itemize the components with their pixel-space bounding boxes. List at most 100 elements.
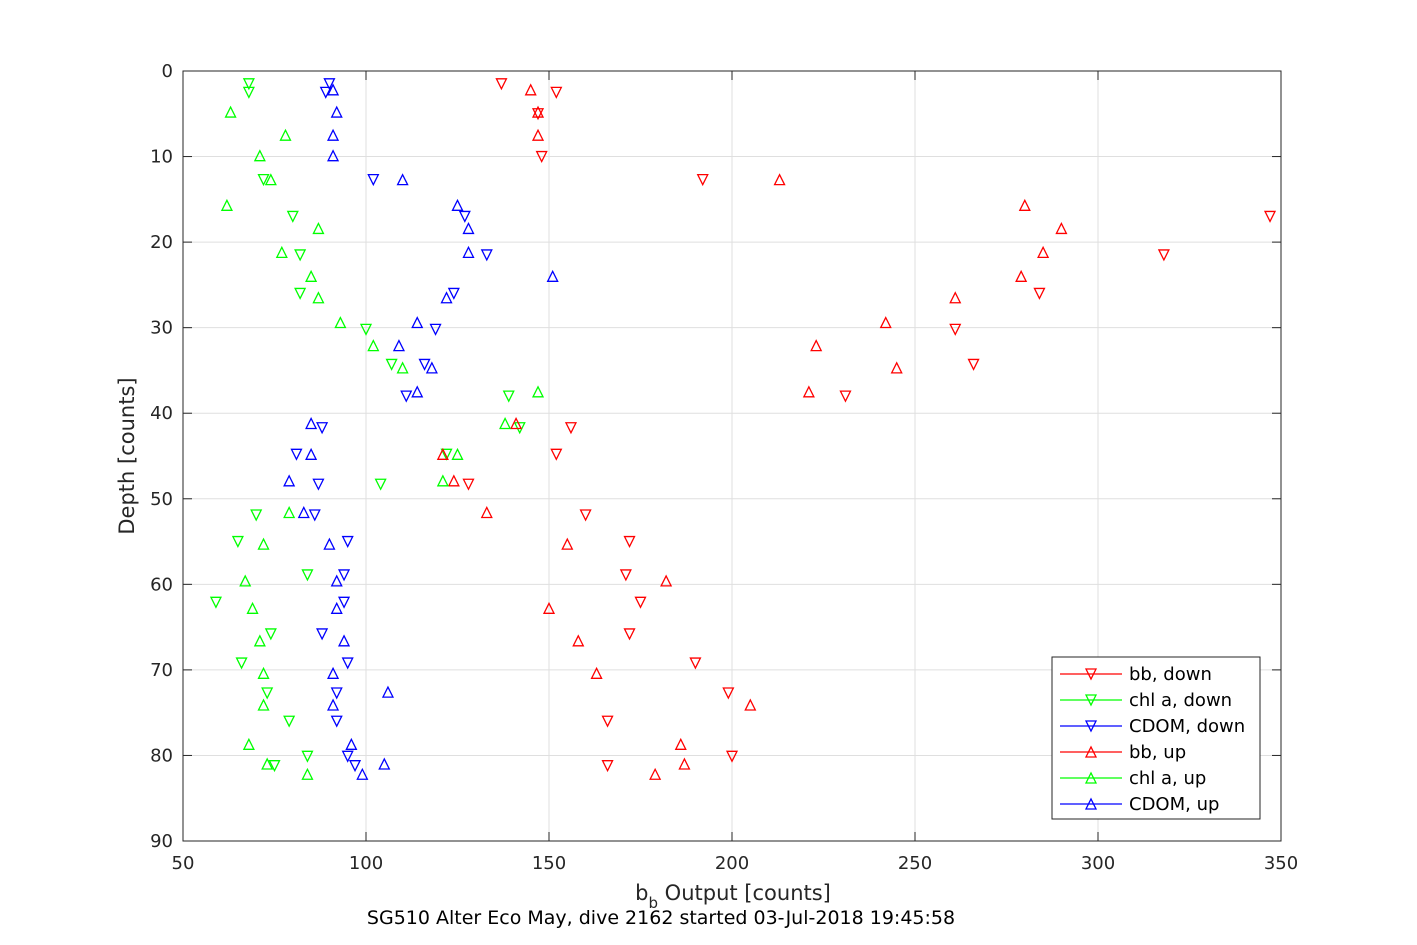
data-point xyxy=(447,287,460,300)
data-point xyxy=(337,634,351,647)
data-point xyxy=(294,249,307,262)
data-point xyxy=(550,448,563,461)
data-point xyxy=(359,323,373,336)
data-point xyxy=(531,128,545,141)
y-tick-label: 80 xyxy=(150,745,173,766)
y-tick-label: 0 xyxy=(162,61,173,82)
data-point xyxy=(949,291,962,304)
data-point xyxy=(495,78,508,91)
data-point xyxy=(319,86,332,99)
data-point xyxy=(411,316,424,329)
data-point xyxy=(341,535,354,549)
data-point xyxy=(378,757,391,770)
data-point xyxy=(385,358,398,371)
x-tick-labels: 50 100 150 200 250 300 350 xyxy=(172,853,1299,874)
data-point xyxy=(1033,287,1046,300)
data-point xyxy=(367,174,380,187)
data-point xyxy=(381,685,395,698)
data-point xyxy=(531,385,545,398)
data-point xyxy=(447,474,460,487)
data-point xyxy=(480,506,493,519)
data-point xyxy=(513,422,526,435)
data-point xyxy=(367,339,380,352)
data-point xyxy=(308,509,321,522)
data-point xyxy=(601,715,614,728)
data-point xyxy=(550,86,563,99)
legend-entry-label: CDOM, up xyxy=(1129,794,1219,815)
data-point xyxy=(689,657,702,670)
data-point xyxy=(305,269,318,282)
data-point xyxy=(1018,198,1031,211)
legend-marker xyxy=(1084,797,1098,810)
series-cdom-up xyxy=(283,83,559,780)
data-point xyxy=(744,698,757,711)
data-point xyxy=(1055,221,1068,235)
data-point xyxy=(330,715,343,728)
data-point xyxy=(531,105,545,118)
legend-entry-label: bb, down xyxy=(1129,664,1212,685)
data-point xyxy=(327,666,340,679)
data-point xyxy=(224,105,237,118)
data-point xyxy=(305,417,318,430)
data-point xyxy=(323,78,336,91)
data-point xyxy=(253,149,266,162)
data-point xyxy=(572,634,585,647)
data-point xyxy=(678,757,691,770)
data-point xyxy=(546,269,559,282)
data-point xyxy=(1263,210,1277,223)
data-point xyxy=(231,535,244,549)
x-axis-label-rest: Output [counts] xyxy=(658,881,831,905)
data-point xyxy=(623,535,636,549)
data-point xyxy=(305,447,318,460)
data-point xyxy=(440,291,453,304)
data-point xyxy=(348,760,362,773)
data-point xyxy=(253,634,266,647)
data-point xyxy=(341,657,354,670)
data-point xyxy=(462,478,475,491)
data-point xyxy=(275,245,288,259)
data-point xyxy=(1157,249,1170,262)
data-point xyxy=(297,506,310,519)
data-point xyxy=(242,78,255,91)
data-point xyxy=(510,417,523,430)
data-point xyxy=(356,767,369,780)
data-point xyxy=(561,537,574,550)
x-tick-label: 350 xyxy=(1264,853,1298,874)
data-point xyxy=(425,361,438,374)
legend-box xyxy=(1051,656,1261,820)
data-point xyxy=(1037,245,1050,259)
data-point xyxy=(257,537,270,550)
y-axis-label: Depth [counts] xyxy=(115,377,139,534)
data-point xyxy=(579,509,592,522)
legend-entry-label: bb, up xyxy=(1129,742,1186,763)
legend-marker xyxy=(1084,771,1098,784)
data-point xyxy=(458,210,471,223)
data-point xyxy=(301,569,314,582)
data-point xyxy=(323,537,336,550)
data-point xyxy=(696,174,709,187)
data-point xyxy=(524,83,537,96)
data-point xyxy=(601,760,614,773)
data-point xyxy=(209,596,222,609)
data-point xyxy=(590,666,603,679)
x-axis-label: bb Output [counts] xyxy=(635,881,831,912)
x-tick-label: 200 xyxy=(715,853,749,874)
data-point xyxy=(330,105,343,118)
data-point xyxy=(436,474,449,487)
data-point xyxy=(316,422,329,435)
data-markers xyxy=(209,78,1277,780)
data-point xyxy=(257,698,270,711)
data-point xyxy=(246,601,259,614)
data-point xyxy=(374,478,387,491)
series-chl-a-up xyxy=(220,105,545,780)
data-point xyxy=(440,448,453,461)
data-point xyxy=(418,358,431,371)
data-point xyxy=(301,767,314,780)
data-point xyxy=(649,767,662,780)
y-tick-label: 20 xyxy=(150,232,173,253)
y-tick-label: 10 xyxy=(150,147,173,168)
data-point xyxy=(436,447,449,460)
series-bb-up xyxy=(436,83,1068,780)
series-bb-down xyxy=(462,78,1277,773)
data-point xyxy=(499,417,512,430)
